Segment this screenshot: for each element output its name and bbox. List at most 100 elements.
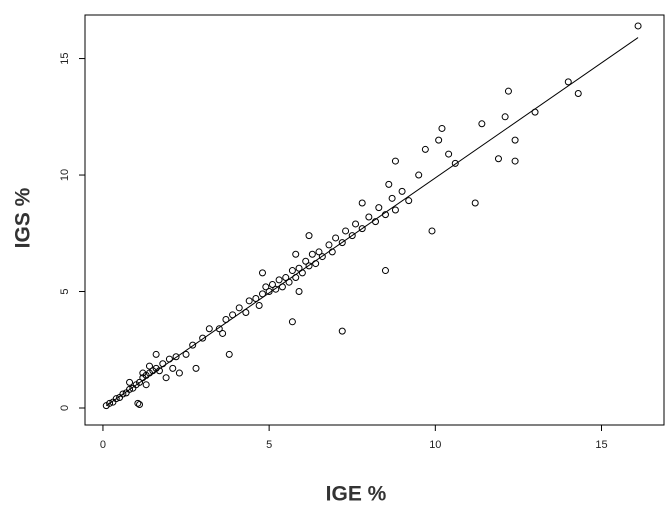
- point: [285, 278, 293, 286]
- point: [435, 136, 443, 144]
- x-tick-label: 5: [266, 439, 272, 451]
- point: [478, 120, 486, 128]
- point: [295, 264, 303, 272]
- point: [298, 269, 306, 277]
- point: [531, 108, 539, 116]
- x-tick-label: 0: [100, 439, 106, 451]
- point: [126, 378, 134, 386]
- point: [255, 301, 263, 309]
- point: [511, 136, 519, 144]
- point: [564, 78, 572, 86]
- point: [182, 350, 190, 358]
- point: [288, 318, 296, 326]
- point: [494, 155, 502, 163]
- y-tick-label: 15: [59, 52, 71, 64]
- point: [225, 350, 233, 358]
- point: [258, 290, 266, 298]
- point: [471, 199, 479, 207]
- point: [315, 248, 323, 256]
- point: [308, 250, 316, 258]
- point: [165, 355, 173, 363]
- point: [292, 274, 300, 282]
- point: [375, 204, 383, 212]
- point: [574, 90, 582, 98]
- plot-frame: [84, 14, 665, 426]
- point: [391, 206, 399, 214]
- point: [262, 283, 270, 291]
- point: [192, 364, 200, 372]
- y-axis-title: IGS %: [12, 187, 35, 248]
- point: [398, 187, 406, 195]
- point: [189, 341, 197, 349]
- point: [358, 225, 366, 233]
- point: [365, 213, 373, 221]
- point: [155, 367, 163, 375]
- point: [139, 369, 147, 377]
- point: [305, 262, 313, 270]
- point: [199, 334, 207, 342]
- point: [219, 329, 227, 337]
- point: [332, 234, 340, 242]
- point: [428, 227, 436, 235]
- point: [504, 87, 512, 95]
- y-tick-label: 0: [59, 405, 71, 411]
- point: [275, 276, 283, 284]
- point: [136, 401, 144, 408]
- point: [388, 194, 396, 202]
- point: [302, 257, 310, 265]
- point: [634, 22, 642, 30]
- point: [268, 281, 276, 289]
- point: [152, 350, 160, 358]
- point: [159, 360, 167, 368]
- point: [272, 285, 280, 293]
- point: [348, 232, 356, 240]
- point: [318, 253, 326, 261]
- point: [511, 157, 519, 165]
- point: [312, 260, 320, 268]
- point: [142, 381, 150, 389]
- point: [162, 374, 170, 382]
- point: [415, 171, 423, 179]
- point: [381, 211, 389, 219]
- point: [172, 353, 180, 361]
- point: [371, 218, 379, 226]
- point: [501, 113, 509, 121]
- point: [119, 390, 127, 398]
- point: [235, 304, 243, 312]
- point: [295, 288, 303, 296]
- point: [405, 197, 413, 205]
- point: [352, 220, 360, 228]
- point: [451, 159, 459, 167]
- point: [292, 250, 300, 258]
- point: [112, 395, 120, 403]
- y-tick-label: 10: [59, 169, 71, 181]
- point: [175, 369, 183, 377]
- x-tick-label: 10: [429, 439, 441, 451]
- point: [391, 157, 399, 165]
- point: [385, 180, 393, 188]
- point: [381, 267, 389, 275]
- point: [258, 269, 266, 277]
- y-tick-label: 5: [59, 288, 71, 294]
- point: [338, 327, 346, 335]
- point: [252, 295, 260, 303]
- point: [445, 150, 453, 158]
- point: [438, 124, 446, 132]
- point: [288, 267, 296, 275]
- point: [242, 308, 250, 316]
- point: [229, 311, 237, 319]
- point: [358, 199, 366, 207]
- point: [305, 232, 313, 240]
- point: [126, 385, 134, 393]
- point: [145, 362, 153, 370]
- point: [265, 288, 273, 296]
- point: [282, 274, 290, 282]
- point: [342, 227, 350, 235]
- point: [205, 325, 213, 333]
- point: [222, 315, 230, 323]
- point: [215, 325, 223, 333]
- point: [136, 378, 144, 386]
- point: [106, 399, 114, 407]
- point: [245, 297, 253, 305]
